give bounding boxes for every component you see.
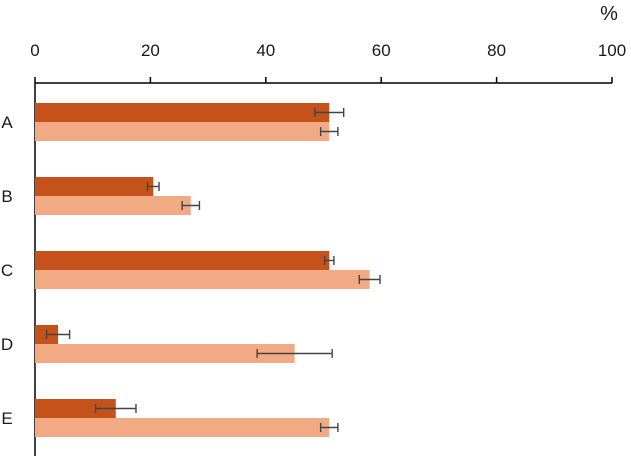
category-label: A: [1, 113, 13, 132]
error-bar: [45, 330, 71, 339]
bar-series-2: [35, 196, 191, 215]
error-bar: [314, 108, 345, 117]
category-label: B: [1, 187, 12, 206]
category-label: D: [1, 335, 13, 354]
x-tick-label: 100: [598, 41, 626, 60]
category-label: C: [1, 261, 13, 280]
error-bar: [181, 201, 201, 210]
bar-series-2: [35, 344, 295, 363]
bar-series-1: [35, 251, 330, 270]
error-bar: [256, 349, 333, 358]
x-tick-label: 60: [372, 41, 391, 60]
category-label: E: [1, 409, 12, 428]
bar-series-1: [35, 103, 330, 122]
x-tick-label: 80: [487, 41, 506, 60]
x-tick-label: 0: [30, 41, 39, 60]
bars: [35, 103, 370, 437]
unit-label: %: [600, 3, 618, 25]
error-bar: [146, 182, 160, 191]
error-bars: [45, 108, 381, 432]
error-bar: [323, 256, 335, 265]
bar-series-2: [35, 418, 330, 437]
x-tick-label: 40: [256, 41, 275, 60]
error-bar: [94, 404, 137, 413]
error-bar: [319, 127, 339, 136]
error-bar: [358, 275, 381, 284]
error-bar: [319, 423, 339, 432]
bar-series-1: [35, 177, 154, 196]
x-axis: 0 20 40 60 80 100: [30, 41, 626, 84]
bar-series-2: [35, 122, 330, 141]
bar-series-2: [35, 270, 370, 289]
y-axis: A B C D E: [1, 83, 36, 456]
bar-series-1: [35, 399, 116, 418]
x-tick-label: 20: [141, 41, 160, 60]
